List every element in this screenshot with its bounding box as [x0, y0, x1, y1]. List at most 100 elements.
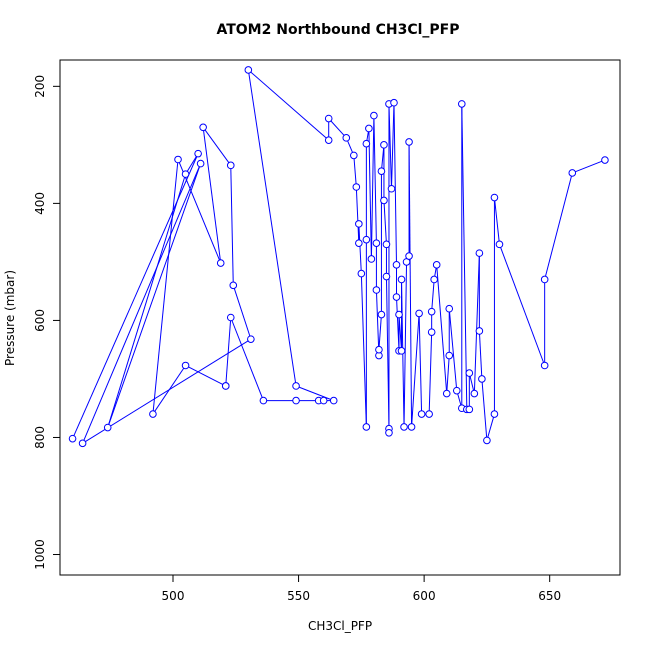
series-line-segment: [461, 103, 468, 410]
data-point: [324, 136, 333, 144]
series-line-segment: [572, 159, 606, 174]
series-line-segment: [152, 159, 179, 415]
series-line-segment: [411, 313, 420, 427]
data-point: [372, 286, 381, 294]
series-line-segment: [230, 165, 234, 286]
series-line-segment: [478, 330, 483, 379]
data-point: [355, 220, 363, 228]
series-line-segment: [390, 102, 395, 189]
series-line-segment: [375, 289, 380, 356]
data-point: [292, 382, 300, 390]
series-line-segment: [247, 69, 297, 387]
y-tick-label: 200: [33, 75, 47, 98]
plot-frame: [59, 59, 621, 576]
data-point: [395, 310, 403, 319]
data-point: [350, 151, 358, 160]
data-point: [478, 375, 486, 383]
x-tick-label: 550: [287, 589, 310, 603]
series-line-segment: [431, 279, 435, 312]
y-tick-label: 600: [33, 309, 47, 332]
y-axis-label: Pressure (mbar): [3, 270, 17, 366]
series-line-segment: [544, 172, 573, 280]
data-point: [490, 410, 499, 418]
series-line-segment: [378, 314, 382, 350]
data-point: [432, 261, 441, 269]
data-point: [568, 169, 577, 177]
data-point: [445, 351, 454, 360]
series-line-segment: [82, 163, 202, 444]
data-point: [417, 410, 426, 418]
data-point: [385, 428, 393, 437]
data-point: [372, 239, 381, 247]
data-point: [380, 141, 388, 149]
series-line-segment: [107, 163, 202, 428]
data-point: [78, 439, 87, 448]
series-line-segment: [230, 317, 264, 401]
data-point: [382, 240, 391, 249]
x-tick-label: 650: [538, 589, 561, 603]
data-point: [352, 183, 361, 191]
data-point: [194, 149, 202, 158]
data-point: [357, 269, 366, 278]
series-line-segment: [403, 261, 408, 427]
series-line-segment: [202, 127, 222, 264]
series-line-segment: [373, 115, 377, 244]
series-line-segment: [185, 365, 226, 387]
series-line-segment: [383, 200, 387, 245]
data-point: [405, 138, 413, 146]
series-line-segment: [225, 317, 232, 387]
data-point: [229, 281, 238, 290]
series-line-segment: [232, 285, 252, 340]
y-tick-label: 800: [33, 426, 47, 449]
data-point: [370, 111, 378, 120]
series-line-segment: [481, 378, 488, 441]
series-line-segment: [328, 118, 347, 139]
series-line-segment: [486, 413, 495, 441]
data-point: [380, 196, 388, 205]
data-point: [405, 252, 413, 260]
data-point: [495, 240, 504, 249]
series-line-segment: [498, 244, 546, 366]
series-line-segment: [388, 103, 392, 189]
data-point: [540, 275, 549, 284]
data-point: [319, 396, 328, 405]
data-point: [442, 389, 451, 398]
y-tick-label: 1000: [33, 539, 47, 570]
data-point: [400, 423, 408, 431]
data-point: [475, 327, 484, 335]
series-line-segment: [368, 128, 372, 259]
x-axis-label: CH3Cl_PFP: [308, 619, 372, 633]
data-point: [196, 159, 205, 168]
series-line-segment: [418, 313, 423, 415]
data-point: [397, 275, 406, 284]
series-line-segment: [393, 102, 398, 265]
data-point: [392, 293, 401, 301]
data-point: [367, 255, 376, 263]
data-point: [465, 369, 474, 377]
series-line-segment: [448, 308, 458, 391]
data-point: [247, 335, 255, 343]
data-point: [390, 98, 398, 107]
series-line-segment: [446, 355, 450, 394]
series-line-segment: [107, 173, 187, 428]
data-point: [430, 275, 438, 284]
series-line-segment: [202, 127, 232, 166]
data-point: [216, 259, 225, 267]
data-point: [465, 405, 474, 414]
data-point: [226, 313, 235, 322]
series-line-segment: [408, 141, 413, 427]
data-point: [407, 423, 416, 431]
data-point: [475, 249, 484, 257]
data-point: [181, 170, 190, 178]
series-line-segment: [185, 153, 199, 175]
series-line-segment: [358, 223, 362, 274]
data-point: [415, 309, 423, 318]
data-point: [68, 434, 77, 443]
data-point: [324, 114, 333, 123]
data-point: [387, 184, 396, 193]
series-line-segment: [428, 332, 433, 415]
series-line-segment: [360, 273, 367, 427]
data-point: [149, 410, 157, 418]
plot-area: [68, 66, 609, 448]
